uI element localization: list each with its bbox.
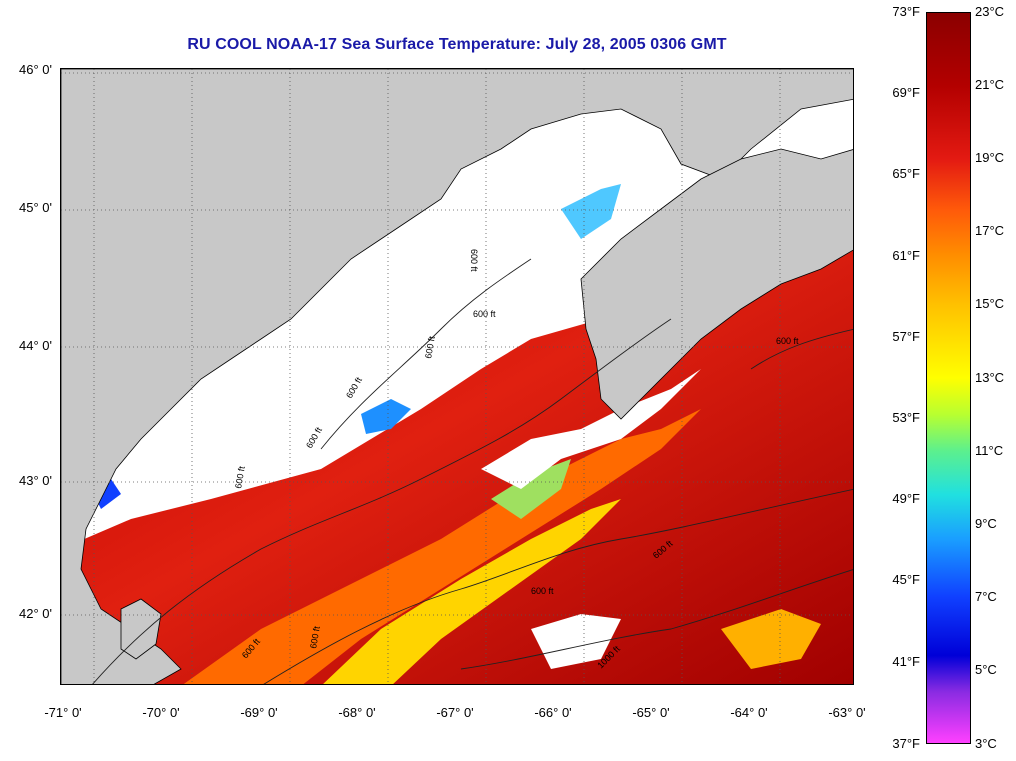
lat-label: 43° 0' <box>19 473 52 488</box>
contour-label: 600 ft <box>473 309 496 319</box>
cloud-mask-3 <box>531 614 621 669</box>
sst-cold-patch <box>561 184 621 239</box>
celsius-label: 15°C <box>975 296 1005 311</box>
map-title: RU COOL NOAA-17 Sea Surface Temperature:… <box>187 36 727 53</box>
celsius-label: 7°C <box>975 589 997 604</box>
lon-label: -68° 0' <box>338 705 376 720</box>
lon-label: -69° 0' <box>240 705 278 720</box>
celsius-label: 9°C <box>975 516 997 531</box>
temperature-colorbar <box>926 12 971 744</box>
lat-label: 44° 0' <box>19 338 52 353</box>
lat-label: 46° 0' <box>19 62 52 77</box>
contour-label: 600 ft <box>776 336 799 346</box>
lon-label: -71° 0' <box>44 705 82 720</box>
sst-cool-patch <box>491 459 571 519</box>
sst-cold-patch-2 <box>361 399 411 434</box>
fahrenheit-label: 69°F <box>892 85 920 100</box>
celsius-label: 5°C <box>975 662 997 677</box>
contour-label: 600 ft <box>304 425 324 450</box>
fahrenheit-label: 61°F <box>892 248 920 263</box>
celsius-label: 21°C <box>975 77 1005 92</box>
cloud-mask-2 <box>481 369 701 489</box>
cloud-mask <box>61 109 661 549</box>
fahrenheit-label: 37°F <box>892 736 920 751</box>
fahrenheit-label: 57°F <box>892 329 920 344</box>
fahrenheit-label: 73°F <box>892 4 920 19</box>
fahrenheit-label: 41°F <box>892 654 920 669</box>
lon-label: -64° 0' <box>730 705 768 720</box>
lon-label: -67° 0' <box>436 705 474 720</box>
graticule <box>61 69 853 684</box>
sst-cool-patch-2 <box>721 609 821 669</box>
celsius-label: 11°C <box>975 443 1004 458</box>
fahrenheit-label: 49°F <box>892 491 920 506</box>
lat-label: 42° 0' <box>19 606 52 621</box>
contour-label: 600 ft <box>308 625 322 649</box>
sst-map-svg: 600 ft 600 ft 600 ft 600 ft 600 ft 600 f… <box>61 69 853 684</box>
celsius-label: 3°C <box>975 736 997 751</box>
celsius-label: 13°C <box>975 370 1005 385</box>
fahrenheit-label: 65°F <box>892 166 920 181</box>
depth-contours <box>92 258 853 684</box>
lon-label: -65° 0' <box>632 705 670 720</box>
fahrenheit-label: 53°F <box>892 410 920 425</box>
lon-label: -66° 0' <box>534 705 572 720</box>
contour-label: 600 ft <box>233 465 247 489</box>
lat-label: 45° 0' <box>19 200 52 215</box>
contour-label: 600 ft <box>531 586 554 596</box>
sst-map: 600 ft 600 ft 600 ft 600 ft 600 ft 600 f… <box>60 68 854 685</box>
fahrenheit-label: 45°F <box>892 572 920 587</box>
celsius-label: 17°C <box>975 223 1005 238</box>
land-nova-scotia <box>580 148 853 420</box>
contour-label: 600 ft <box>423 335 437 359</box>
celsius-label: 23°C <box>975 4 1005 19</box>
land-mainland <box>61 69 853 684</box>
lon-label: -63° 0' <box>828 705 866 720</box>
celsius-label: 19°C <box>975 150 1005 165</box>
lon-label: -70° 0' <box>142 705 180 720</box>
sst-cool-band <box>323 499 621 684</box>
contour-label: 600 ft <box>469 249 479 272</box>
